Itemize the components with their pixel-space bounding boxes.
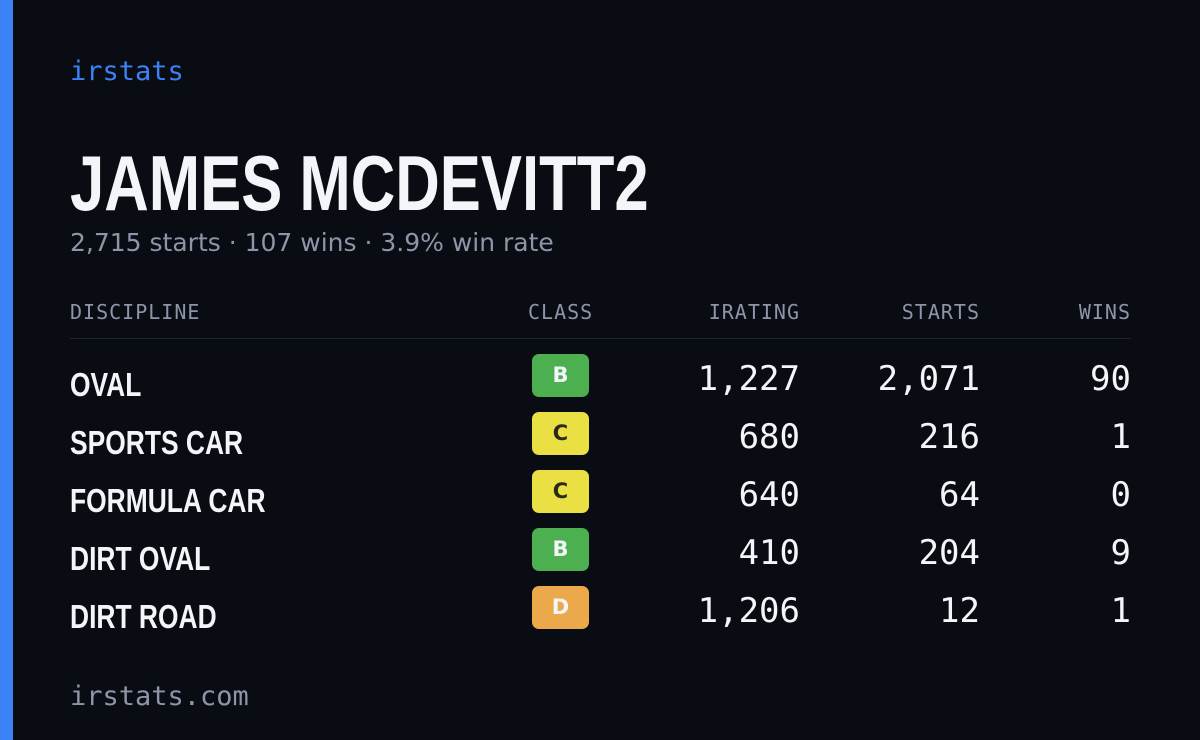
header-irating: IRATING	[708, 300, 800, 324]
irating-value: 410	[738, 533, 800, 573]
wins-value: 90	[1090, 359, 1131, 399]
footer-url[interactable]: irstats.com	[70, 681, 249, 712]
discipline-name: OVAL	[70, 366, 142, 403]
starts-value: 64	[939, 475, 980, 515]
table-row: OVAL B 1,227 2,071 90	[70, 348, 1131, 406]
header-class: CLASS	[528, 300, 594, 324]
class-badge: C	[532, 470, 589, 513]
accent-bar	[0, 0, 13, 740]
header-wins: WINS	[1078, 300, 1131, 324]
irating-value: 680	[738, 417, 800, 457]
table-row: FORMULA CAR C 640 64 0	[70, 464, 1131, 522]
discipline-name: SPORTS CAR	[70, 424, 244, 461]
class-badge: B	[532, 354, 589, 397]
irating-value: 640	[738, 475, 800, 515]
header-discipline: DISCIPLINE	[70, 300, 201, 324]
wins-value: 0	[1110, 475, 1131, 515]
wins-value: 1	[1110, 417, 1131, 457]
irating-value: 1,206	[697, 591, 800, 631]
irating-value: 1,227	[697, 359, 800, 399]
wins-value: 9	[1110, 533, 1131, 573]
driver-summary: 2,715 starts · 107 wins · 3.9% win rate	[70, 228, 554, 257]
starts-value: 2,071	[877, 359, 980, 399]
table-row: DIRT ROAD D 1,206 12 1	[70, 580, 1131, 638]
class-badge: B	[532, 528, 589, 571]
table-row: DIRT OVAL B 410 204 9	[70, 522, 1131, 580]
class-badge: C	[532, 412, 589, 455]
discipline-name: FORMULA CAR	[70, 482, 266, 519]
starts-value: 216	[918, 417, 980, 457]
wins-value: 1	[1110, 591, 1131, 631]
header-starts: STARTS	[901, 300, 980, 324]
class-badge: D	[532, 586, 589, 629]
table-row: SPORTS CAR C 680 216 1	[70, 406, 1131, 464]
discipline-name: DIRT OVAL	[70, 540, 211, 577]
stats-table: OVAL B 1,227 2,071 90 SPORTS CAR C 680 2…	[70, 348, 1131, 638]
discipline-name: DIRT ROAD	[70, 598, 217, 635]
starts-value: 12	[939, 591, 980, 631]
table-header: DISCIPLINE CLASS IRATING STARTS WINS	[70, 300, 1131, 339]
starts-value: 204	[918, 533, 980, 573]
driver-name: JAMES MCDEVITT2	[70, 139, 649, 227]
brand-logo[interactable]: irstats	[70, 56, 184, 87]
